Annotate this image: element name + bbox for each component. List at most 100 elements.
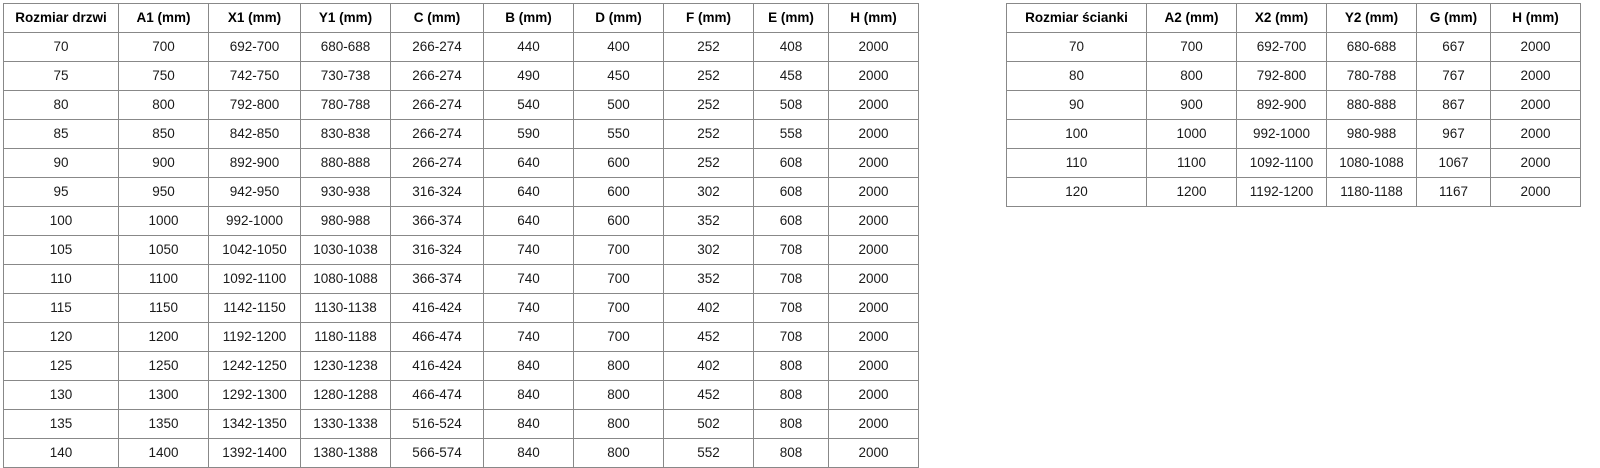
door-table-cell-6: 550 [573,119,664,149]
door-table-cell-3: 980-988 [300,206,391,236]
door-table-cell-2: 1042-1050 [208,235,301,265]
door-table-cell-4: 366-374 [390,264,484,294]
wall-table-cell-1: 1100 [1146,148,1237,178]
door-table-cell-2: 892-900 [208,148,301,178]
door-table-cell-0: 135 [3,409,119,439]
door-table-cell-5: 840 [483,351,574,381]
door-table-cell-6: 700 [573,264,664,294]
wall-table-col-header-0: Rozmiar ścianki [1006,3,1147,33]
door-table-cell-5: 640 [483,177,574,207]
door-table-cell-8: 458 [753,61,829,91]
door-table-cell-0: 120 [3,322,119,352]
door-table-col-header-5: B (mm) [483,3,574,33]
wall-table-cell-5: 2000 [1490,119,1581,149]
door-table-cell-2: 1192-1200 [208,322,301,352]
wall-table-col-header-4: G (mm) [1416,3,1491,33]
door-table-col-header-2: X1 (mm) [208,3,301,33]
door-table-col-header-3: Y1 (mm) [300,3,391,33]
door-table-cell-6: 700 [573,322,664,352]
door-table-col-header-1: A1 (mm) [118,3,209,33]
wall-table-cell-0: 120 [1006,177,1147,207]
door-table-cell-5: 640 [483,148,574,178]
door-table-col-header-9: H (mm) [828,3,919,33]
table-row: 105 1050 1042-1050 1030-1038 316-324 740 700 30… [3,235,919,265]
door-table-cell-9: 2000 [828,32,919,62]
door-table-cell-4: 516-524 [390,409,484,439]
wall-table-cell-2: 892-900 [1236,90,1327,120]
door-table-cell-9: 2000 [828,90,919,120]
wall-table-cell-0: 70 [1006,32,1147,62]
door-table-cell-0: 85 [3,119,119,149]
door-table-cell-4: 566-574 [390,438,484,468]
door-table-cell-3: 730-738 [300,61,391,91]
door-size-table-body: 70 700 692-700 680-688 266-274 440 400 252 408 20… [3,32,919,468]
door-table-cell-1: 700 [118,32,209,62]
door-table-cell-8: 608 [753,206,829,236]
door-table-cell-0: 100 [3,206,119,236]
door-table-cell-2: 1342-1350 [208,409,301,439]
table-header-row: Rozmiar drzwi A1 (mm) X1 (mm) Y1 (mm) C (mm)… [3,3,919,33]
door-table-cell-2: 692-700 [208,32,301,62]
door-table-cell-0: 130 [3,380,119,410]
wall-table-cell-1: 1200 [1146,177,1237,207]
door-table-cell-9: 2000 [828,177,919,207]
wall-table-cell-4: 1167 [1416,177,1491,207]
wall-table-cell-4: 667 [1416,32,1491,62]
door-table-cell-2: 1142-1150 [208,293,301,323]
door-table-cell-5: 440 [483,32,574,62]
door-table-cell-2: 942-950 [208,177,301,207]
wall-panel-size-table-header: Rozmiar ścianki A2 (mm) X2 (mm) Y2 (mm) G (m… [1006,3,1581,33]
table-row: 110 1100 1092-1100 1080-1088 1067 2000 [1006,148,1581,178]
door-table-cell-4: 266-274 [390,119,484,149]
wall-table-cell-4: 1067 [1416,148,1491,178]
door-table-cell-8: 708 [753,264,829,294]
door-table-cell-3: 1180-1188 [300,322,391,352]
door-table-cell-4: 416-424 [390,351,484,381]
door-table-cell-5: 840 [483,438,574,468]
door-table-cell-2: 1092-1100 [208,264,301,294]
wall-table-cell-5: 2000 [1490,177,1581,207]
door-table-cell-9: 2000 [828,380,919,410]
door-table-cell-5: 740 [483,293,574,323]
wall-table-col-header-5: H (mm) [1490,3,1581,33]
wall-table-cell-0: 80 [1006,61,1147,91]
door-table-cell-7: 302 [663,235,754,265]
wall-table-cell-0: 90 [1006,90,1147,120]
door-table-cell-5: 740 [483,235,574,265]
door-table-cell-3: 1280-1288 [300,380,391,410]
table-row: 140 1400 1392-1400 1380-1388 566-574 840 800 55… [3,438,919,468]
wall-table-cell-2: 992-1000 [1236,119,1327,149]
door-table-cell-8: 808 [753,409,829,439]
wall-table-cell-3: 1180-1188 [1326,177,1417,207]
wall-table-cell-2: 1092-1100 [1236,148,1327,178]
wall-table-col-header-1: A2 (mm) [1146,3,1237,33]
door-table-cell-4: 316-324 [390,235,484,265]
table-row: 80 800 792-800 780-788 266-274 540 500 252 508 20… [3,90,919,120]
door-table-cell-7: 402 [663,351,754,381]
door-table-cell-7: 452 [663,380,754,410]
door-table-cell-0: 70 [3,32,119,62]
door-table-cell-4: 366-374 [390,206,484,236]
wall-table-cell-3: 780-788 [1326,61,1417,91]
door-table-col-header-4: C (mm) [390,3,484,33]
door-table-cell-6: 700 [573,293,664,323]
table-row: 125 1250 1242-1250 1230-1238 416-424 840 800 40… [3,351,919,381]
door-table-cell-2: 742-750 [208,61,301,91]
wall-table-cell-4: 767 [1416,61,1491,91]
wall-table-cell-5: 2000 [1490,148,1581,178]
table-header-row: Rozmiar ścianki A2 (mm) X2 (mm) Y2 (mm) G (m… [1006,3,1581,33]
door-table-cell-0: 75 [3,61,119,91]
door-table-cell-2: 1292-1300 [208,380,301,410]
door-table-cell-3: 1380-1388 [300,438,391,468]
door-table-cell-0: 90 [3,148,119,178]
door-table-cell-0: 125 [3,351,119,381]
door-table-cell-5: 840 [483,380,574,410]
door-table-cell-1: 1350 [118,409,209,439]
door-table-cell-3: 1080-1088 [300,264,391,294]
wall-table-cell-1: 800 [1146,61,1237,91]
door-table-col-header-0: Rozmiar drzwi [3,3,119,33]
door-table-cell-1: 1150 [118,293,209,323]
door-table-col-header-6: D (mm) [573,3,664,33]
door-table-cell-7: 252 [663,90,754,120]
